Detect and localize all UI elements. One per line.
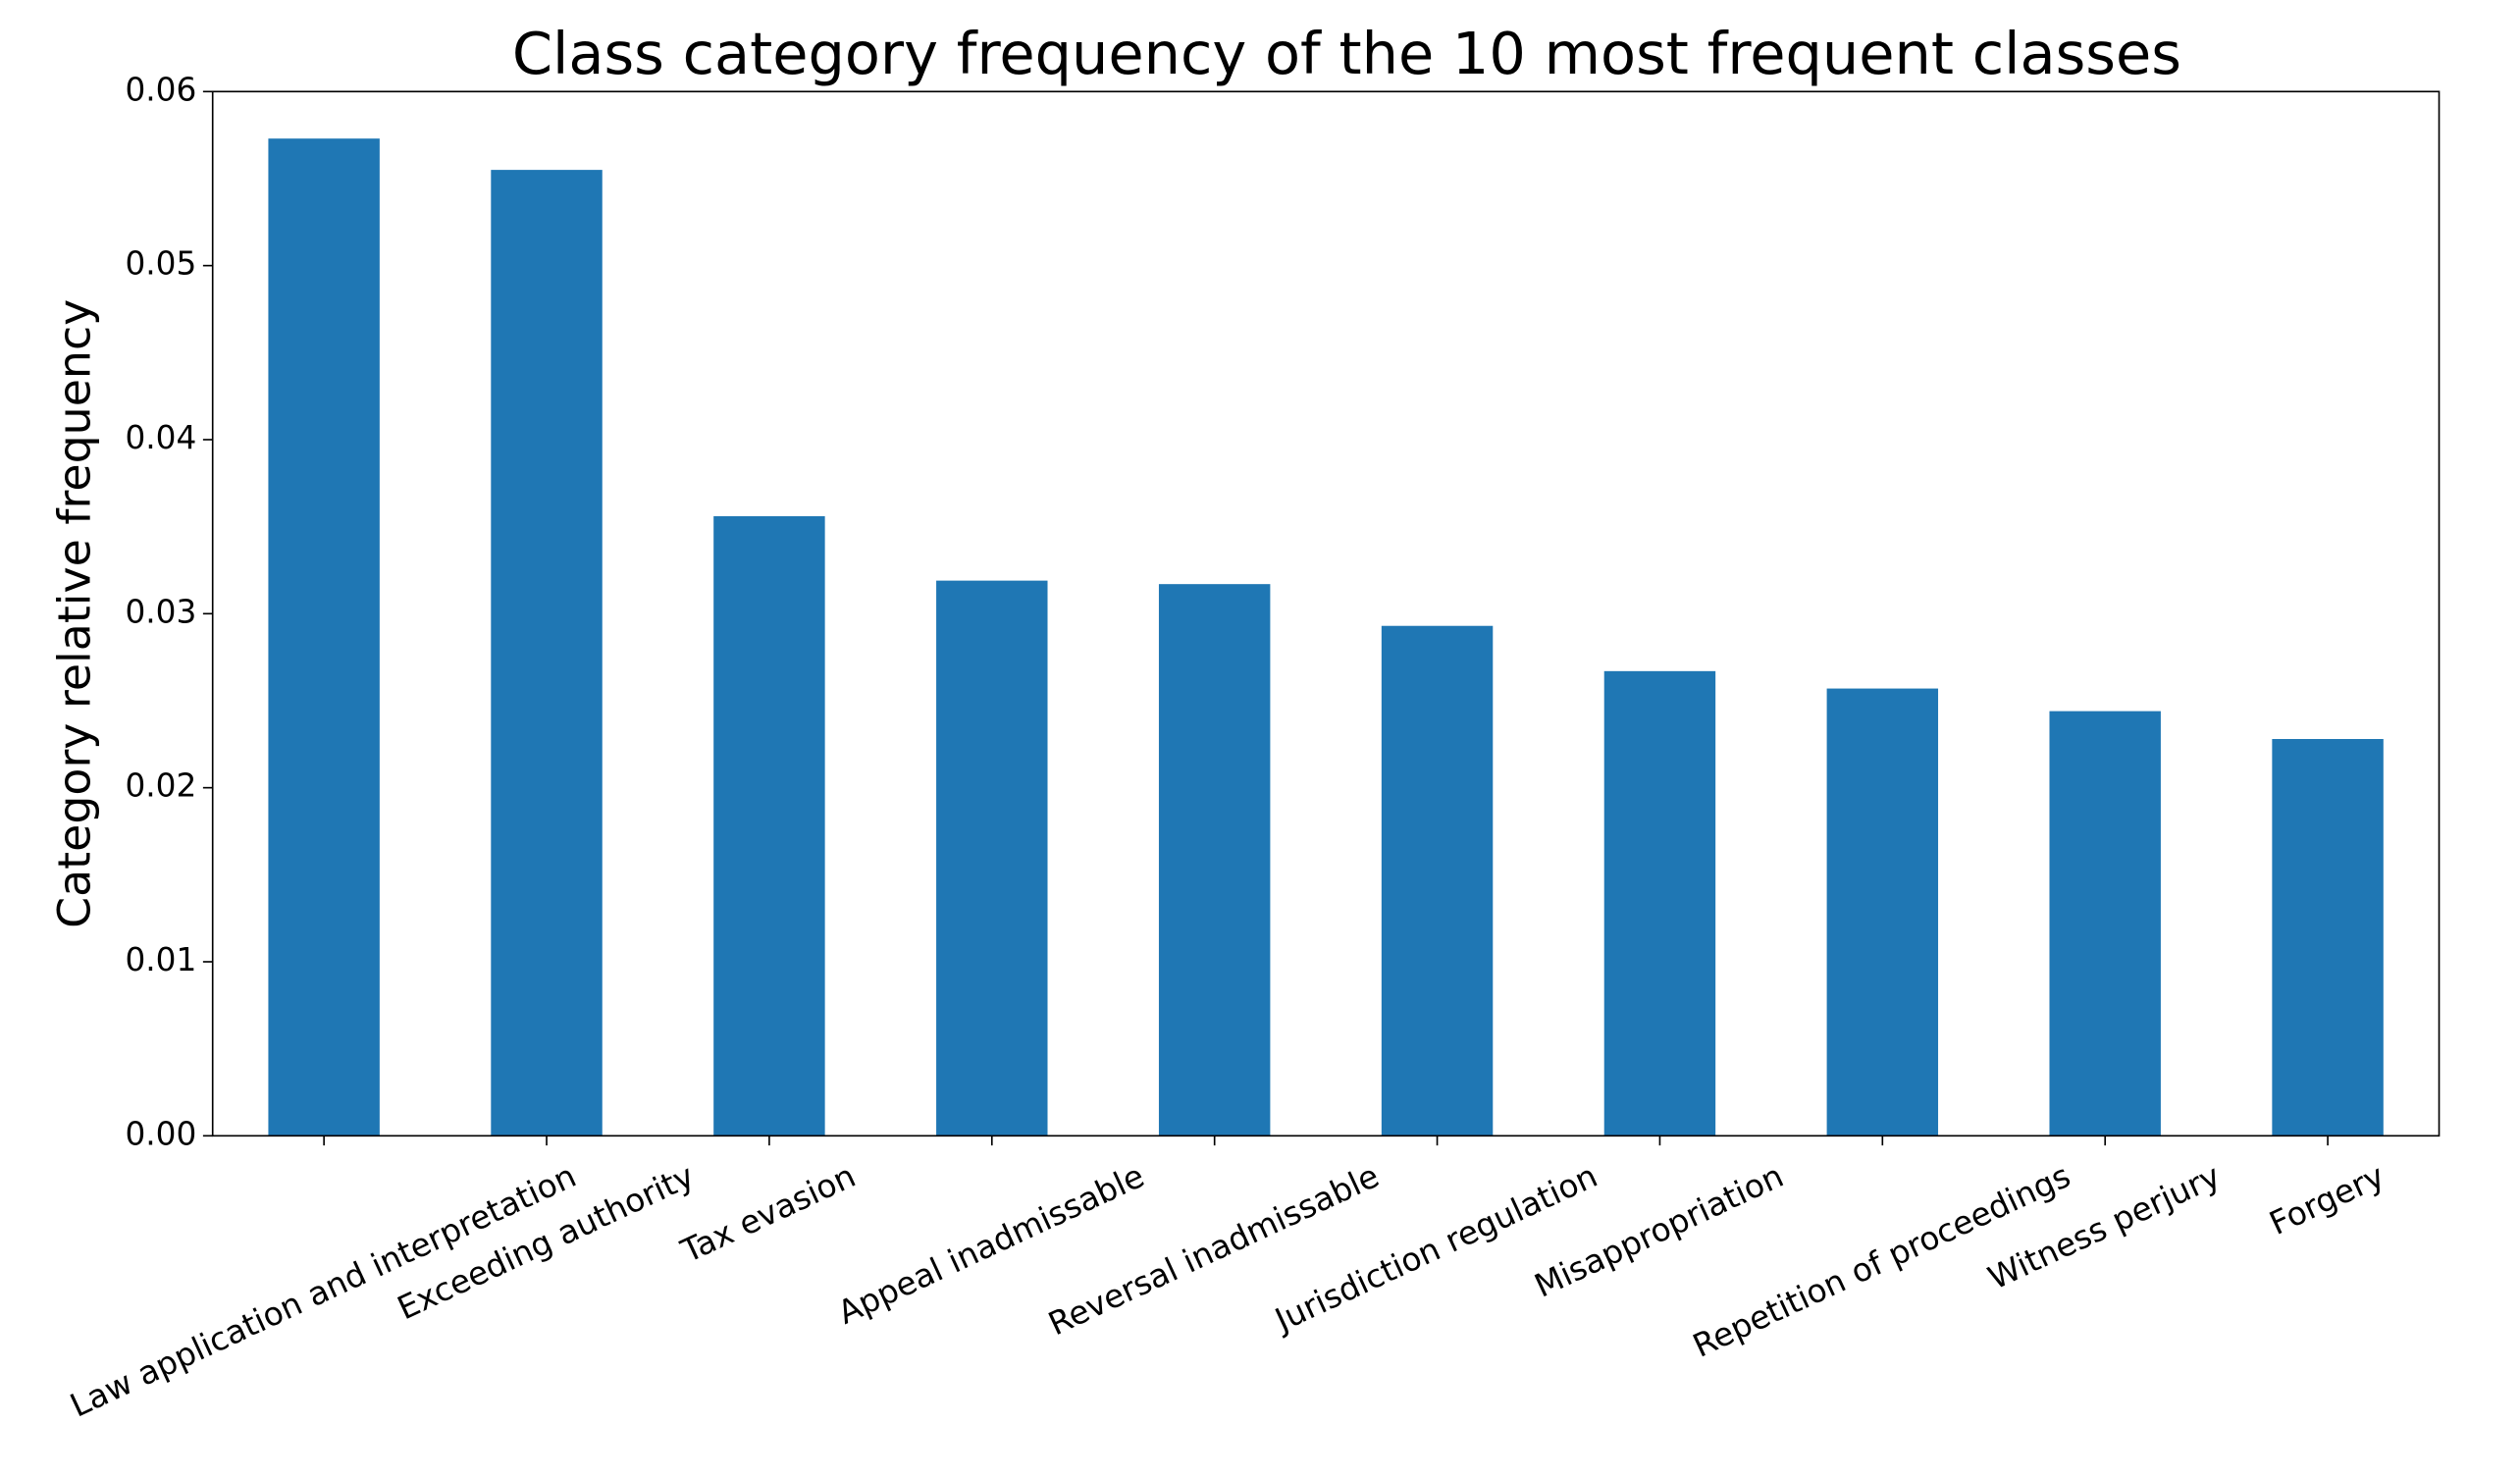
x-tick-label: Forgery	[2264, 1157, 2390, 1242]
y-axis-label: Category relative frequency	[48, 299, 101, 928]
bar	[1381, 625, 1494, 1136]
plot-frame	[211, 90, 2441, 1137]
y-tick-label: 0.04	[125, 419, 196, 456]
y-tick-label: 0.05	[125, 245, 196, 283]
chart-title: Class category frequency of the 10 most …	[512, 20, 2181, 87]
y-tick-label: 0.02	[125, 767, 196, 805]
bar	[268, 138, 380, 1136]
y-tick-label: 0.03	[125, 593, 196, 630]
bar	[2049, 711, 2161, 1136]
x-tick-label: Law application and interpretation	[65, 1157, 582, 1425]
y-tick-label: 0.01	[125, 941, 196, 978]
bar	[936, 580, 1048, 1136]
x-tick-label: Tax evasion	[675, 1157, 862, 1271]
bar	[713, 516, 825, 1136]
bar	[1158, 584, 1271, 1136]
bar	[2272, 739, 2384, 1136]
y-tick-label: 0.06	[125, 71, 196, 108]
bar	[1603, 670, 1716, 1136]
y-tick-label: 0.00	[125, 1115, 196, 1152]
bar	[491, 170, 603, 1136]
bar	[1826, 688, 1939, 1136]
